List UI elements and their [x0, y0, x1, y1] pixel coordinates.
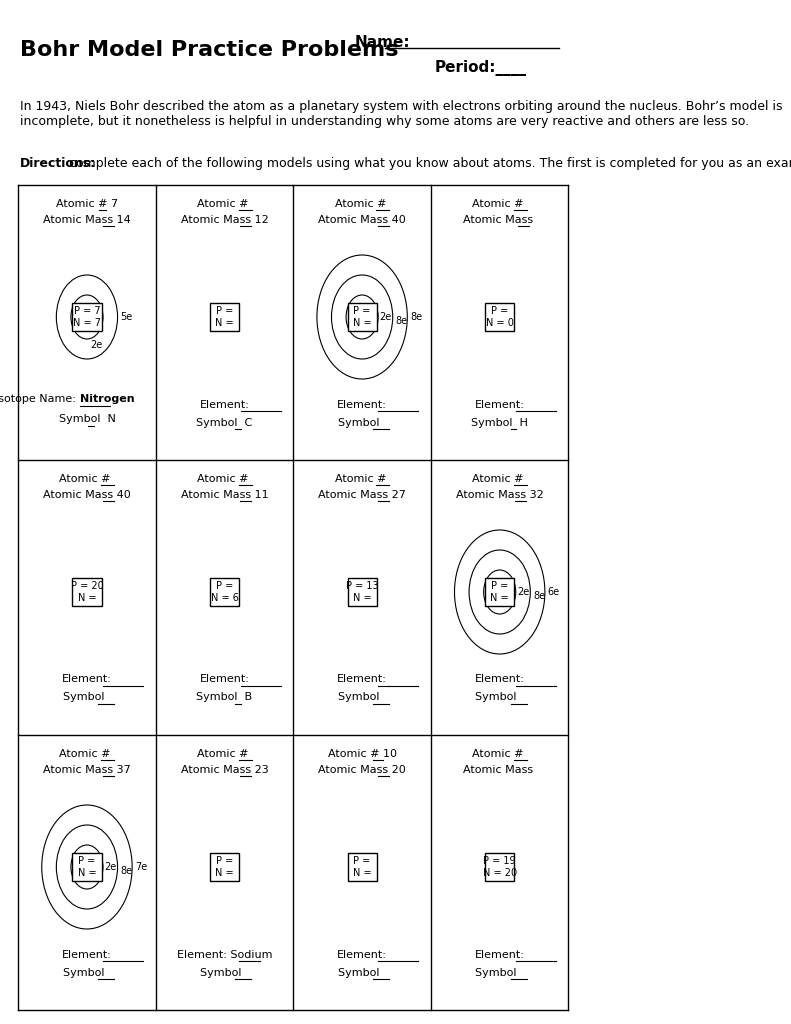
Text: 2e: 2e: [104, 862, 117, 872]
Text: Atomic Mass 37: Atomic Mass 37: [43, 765, 131, 775]
FancyBboxPatch shape: [485, 303, 514, 331]
Text: Element:: Element:: [475, 949, 524, 959]
Text: Nitrogen: Nitrogen: [80, 394, 134, 404]
Text: 2e: 2e: [380, 312, 392, 322]
Text: complete each of the following models using what you know about atoms. The first: complete each of the following models us…: [65, 157, 791, 170]
FancyBboxPatch shape: [210, 303, 239, 331]
FancyBboxPatch shape: [485, 578, 514, 606]
Text: Element:: Element:: [337, 399, 387, 410]
Text: Symbol: Symbol: [338, 692, 386, 702]
Text: P =
N = 6: P = N = 6: [210, 582, 238, 603]
Text: P =
N =: P = N =: [78, 856, 97, 878]
Text: P =
N =: P = N =: [490, 582, 509, 603]
Text: Atomic # 7: Atomic # 7: [56, 199, 118, 209]
Text: Atomic Mass 40: Atomic Mass 40: [318, 215, 406, 225]
Text: Element:: Element:: [475, 675, 524, 684]
Text: Name:: Name:: [355, 35, 411, 50]
Text: 2e: 2e: [517, 587, 529, 597]
Text: Atomic #: Atomic #: [472, 749, 527, 759]
Text: Atomic #: Atomic #: [197, 749, 252, 759]
Text: P = 13
N =: P = 13 N =: [346, 582, 378, 603]
FancyBboxPatch shape: [72, 303, 101, 331]
Text: 8e: 8e: [533, 591, 545, 601]
Text: P =
N = 0: P = N = 0: [486, 306, 513, 328]
Text: P = 19
N = 20: P = 19 N = 20: [483, 856, 517, 878]
FancyBboxPatch shape: [347, 303, 377, 331]
Text: Atomic Mass 20: Atomic Mass 20: [318, 765, 406, 775]
Text: Element:: Element:: [199, 399, 249, 410]
Text: Bohr Model Practice Problems: Bohr Model Practice Problems: [20, 40, 398, 60]
Text: Symbol: Symbol: [62, 692, 112, 702]
Text: 6e: 6e: [548, 587, 560, 597]
Text: Symbol  C: Symbol C: [196, 418, 252, 427]
Text: 8e: 8e: [120, 866, 133, 876]
FancyBboxPatch shape: [72, 853, 101, 881]
Text: Atomic #: Atomic #: [472, 199, 527, 209]
Text: Atomic #: Atomic #: [59, 749, 115, 759]
Text: Atomic #: Atomic #: [335, 474, 390, 484]
Text: Symbol: Symbol: [475, 692, 524, 702]
Text: Symbol: Symbol: [200, 968, 249, 978]
Text: Atomic Mass 27: Atomic Mass 27: [318, 490, 406, 500]
Text: Symbol: Symbol: [475, 968, 524, 978]
FancyBboxPatch shape: [210, 853, 239, 881]
Text: Element:: Element:: [199, 675, 249, 684]
Text: Symbol: Symbol: [62, 968, 112, 978]
Text: Atomic Mass 23: Atomic Mass 23: [180, 765, 268, 775]
Text: Symbol: Symbol: [338, 968, 386, 978]
Text: Atomic #: Atomic #: [197, 199, 252, 209]
Text: Symbol  H: Symbol H: [471, 418, 528, 427]
FancyBboxPatch shape: [210, 578, 239, 606]
Text: 8e: 8e: [411, 312, 422, 322]
Text: Atomic Mass: Atomic Mass: [463, 215, 536, 225]
Text: 8e: 8e: [396, 316, 408, 326]
Text: Symbol  B: Symbol B: [196, 692, 252, 702]
Text: P =
N =: P = N =: [353, 856, 372, 878]
Text: Element:: Element:: [337, 675, 387, 684]
Text: Element: Sodium: Element: Sodium: [176, 949, 272, 959]
Text: Atomic Mass 40: Atomic Mass 40: [43, 490, 131, 500]
FancyBboxPatch shape: [72, 578, 101, 606]
Text: Atomic Mass: Atomic Mass: [463, 765, 536, 775]
Text: P =
N =: P = N =: [215, 856, 234, 878]
Text: Period:____: Period:____: [435, 60, 527, 76]
Text: Symbol  N: Symbol N: [59, 414, 115, 424]
Text: Atomic Mass 12: Atomic Mass 12: [180, 215, 268, 225]
Text: Atomic # 10: Atomic # 10: [327, 749, 396, 759]
FancyBboxPatch shape: [347, 853, 377, 881]
Text: 7e: 7e: [135, 862, 147, 872]
Text: Atomic Mass 11: Atomic Mass 11: [180, 490, 268, 500]
Text: Atomic Mass 14: Atomic Mass 14: [43, 215, 131, 225]
Text: Atomic #: Atomic #: [197, 474, 252, 484]
Text: 2e: 2e: [90, 340, 102, 350]
Text: Atomic #: Atomic #: [472, 474, 527, 484]
Text: In 1943, Niels Bohr described the atom as a planetary system with electrons orbi: In 1943, Niels Bohr described the atom a…: [20, 100, 782, 128]
Text: Element:: Element:: [62, 675, 112, 684]
FancyBboxPatch shape: [347, 578, 377, 606]
FancyBboxPatch shape: [485, 853, 514, 881]
Text: Atomic Mass 32: Atomic Mass 32: [456, 490, 543, 500]
Text: 5e: 5e: [120, 312, 133, 322]
Text: Atomic #: Atomic #: [59, 474, 115, 484]
Text: Element:: Element:: [337, 949, 387, 959]
Text: Directions:: Directions:: [20, 157, 96, 170]
Text: P =
N =: P = N =: [215, 306, 234, 328]
Text: P =
N =: P = N =: [353, 306, 372, 328]
Text: Atomic #: Atomic #: [335, 199, 390, 209]
Text: P = 7
N = 7: P = 7 N = 7: [73, 306, 101, 328]
Text: P = 20
N =: P = 20 N =: [70, 582, 104, 603]
Text: Element:: Element:: [475, 399, 524, 410]
Text: Element:: Element:: [62, 949, 112, 959]
Text: Symbol: Symbol: [338, 418, 386, 427]
Text: Isotope Name:: Isotope Name:: [0, 394, 80, 404]
